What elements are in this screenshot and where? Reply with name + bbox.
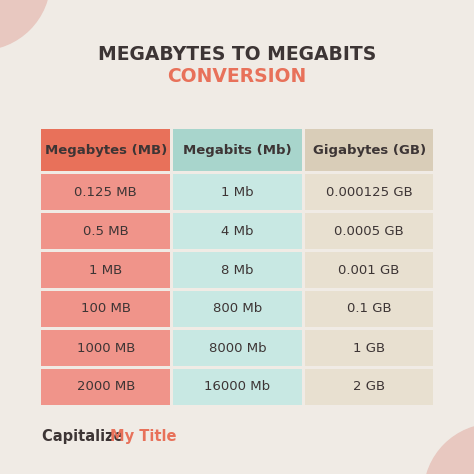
FancyBboxPatch shape — [42, 129, 170, 171]
Text: 0.0005 GB: 0.0005 GB — [334, 225, 404, 237]
Text: Gigabytes (GB): Gigabytes (GB) — [313, 144, 426, 156]
Text: 4 Mb: 4 Mb — [221, 225, 254, 237]
Text: My Title: My Title — [110, 428, 176, 444]
FancyBboxPatch shape — [173, 291, 302, 327]
Text: 0.125 MB: 0.125 MB — [74, 185, 137, 199]
Text: 1000 MB: 1000 MB — [77, 341, 135, 355]
Text: 2 GB: 2 GB — [353, 381, 385, 393]
FancyBboxPatch shape — [305, 252, 434, 288]
Text: CONVERSION: CONVERSION — [167, 66, 307, 85]
FancyBboxPatch shape — [42, 291, 170, 327]
Text: 8000 Mb: 8000 Mb — [209, 341, 266, 355]
Text: 800 Mb: 800 Mb — [213, 302, 262, 316]
Text: 100 MB: 100 MB — [81, 302, 131, 316]
Text: 16000 Mb: 16000 Mb — [204, 381, 271, 393]
FancyBboxPatch shape — [42, 330, 170, 366]
FancyBboxPatch shape — [42, 369, 170, 405]
FancyBboxPatch shape — [42, 174, 170, 210]
Text: Megabytes (MB): Megabytes (MB) — [45, 144, 167, 156]
Text: MEGABYTES TO MEGABITS: MEGABYTES TO MEGABITS — [98, 45, 376, 64]
Text: 0.000125 GB: 0.000125 GB — [326, 185, 412, 199]
Text: 0.5 MB: 0.5 MB — [83, 225, 129, 237]
FancyBboxPatch shape — [173, 330, 302, 366]
FancyBboxPatch shape — [42, 213, 170, 249]
Circle shape — [0, 0, 50, 50]
Circle shape — [424, 424, 474, 474]
FancyBboxPatch shape — [305, 330, 434, 366]
Text: 1 Mb: 1 Mb — [221, 185, 254, 199]
FancyBboxPatch shape — [305, 129, 434, 171]
FancyBboxPatch shape — [305, 291, 434, 327]
Text: 8 Mb: 8 Mb — [221, 264, 254, 276]
FancyBboxPatch shape — [42, 252, 170, 288]
FancyBboxPatch shape — [305, 174, 434, 210]
Text: Capitalize: Capitalize — [42, 428, 129, 444]
FancyBboxPatch shape — [173, 174, 302, 210]
Text: 1 MB: 1 MB — [89, 264, 122, 276]
Text: 2000 MB: 2000 MB — [77, 381, 135, 393]
Text: 1 GB: 1 GB — [353, 341, 385, 355]
Text: Megabits (Mb): Megabits (Mb) — [183, 144, 292, 156]
FancyBboxPatch shape — [173, 213, 302, 249]
FancyBboxPatch shape — [173, 252, 302, 288]
FancyBboxPatch shape — [173, 129, 302, 171]
FancyBboxPatch shape — [305, 369, 434, 405]
Text: 0.1 GB: 0.1 GB — [347, 302, 392, 316]
FancyBboxPatch shape — [173, 369, 302, 405]
FancyBboxPatch shape — [305, 213, 434, 249]
Text: 0.001 GB: 0.001 GB — [338, 264, 400, 276]
